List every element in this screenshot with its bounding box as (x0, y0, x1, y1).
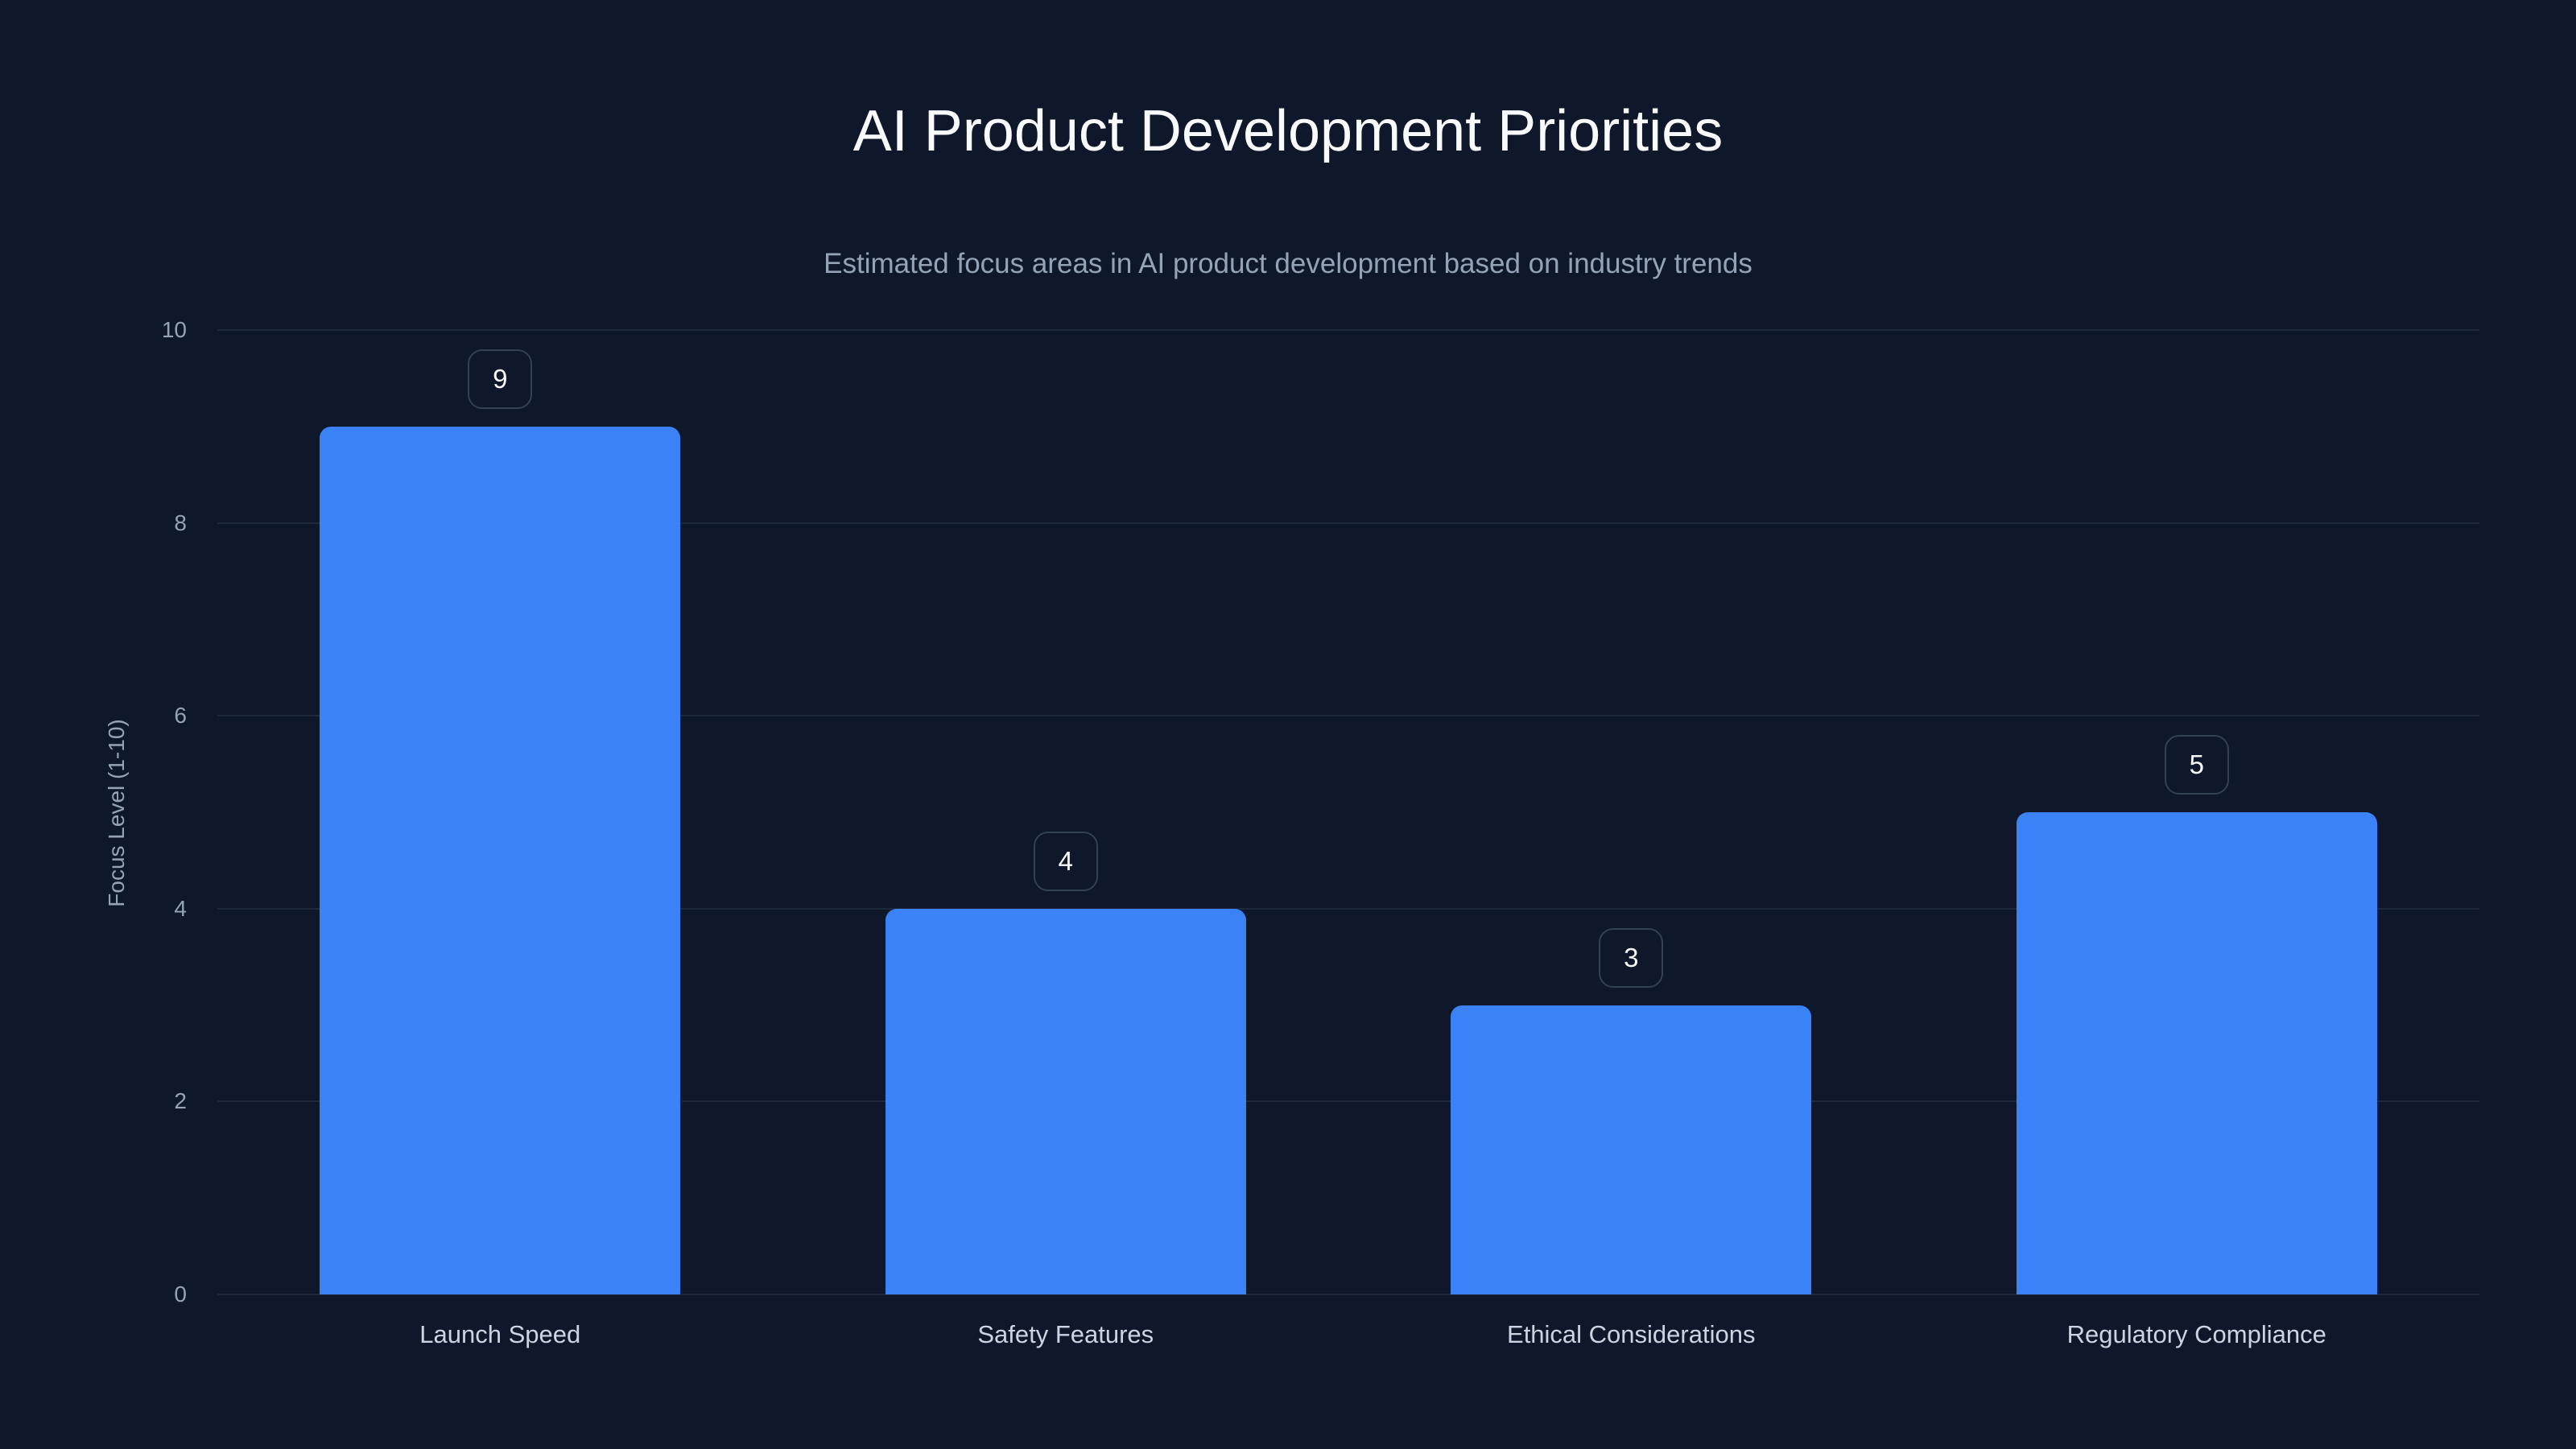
gridline (217, 1100, 2479, 1103)
y-axis-label: Focus Level (1-10) (104, 719, 129, 907)
plot-area: 9 4 3 5 (217, 329, 2479, 1295)
y-tick-label: 6 (174, 703, 187, 729)
bar-value-label: 3 (1599, 927, 1664, 988)
bar[interactable] (2016, 812, 2377, 1294)
gridline (217, 329, 2479, 331)
y-tick-label: 4 (174, 895, 187, 921)
x-tick-label: Safety Features (977, 1320, 1154, 1348)
y-tick-label: 10 (161, 317, 187, 342)
chart-title: AI Product Development Priorities (852, 99, 1724, 163)
gridline (217, 1294, 2479, 1295)
y-tick-label: 0 (174, 1282, 187, 1307)
gridline (217, 522, 2479, 524)
chart-subtitle: Estimated focus areas in AI product deve… (824, 248, 1752, 279)
x-tick-label: Ethical Considerations (1507, 1320, 1756, 1348)
bar-value-label: 5 (2164, 735, 2229, 795)
x-tick-label: Launch Speed (419, 1320, 581, 1348)
bar-value-label: 4 (1033, 831, 1098, 891)
gridline (217, 907, 2479, 910)
y-tick-label: 2 (174, 1088, 187, 1114)
bar[interactable] (1451, 1005, 1812, 1294)
x-tick-label: Regulatory Compliance (2066, 1320, 2326, 1348)
bar-value-label: 9 (468, 349, 533, 409)
gridline (217, 715, 2479, 717)
bar[interactable] (885, 908, 1246, 1294)
y-tick-label: 8 (174, 510, 187, 535)
bar[interactable] (320, 426, 681, 1294)
